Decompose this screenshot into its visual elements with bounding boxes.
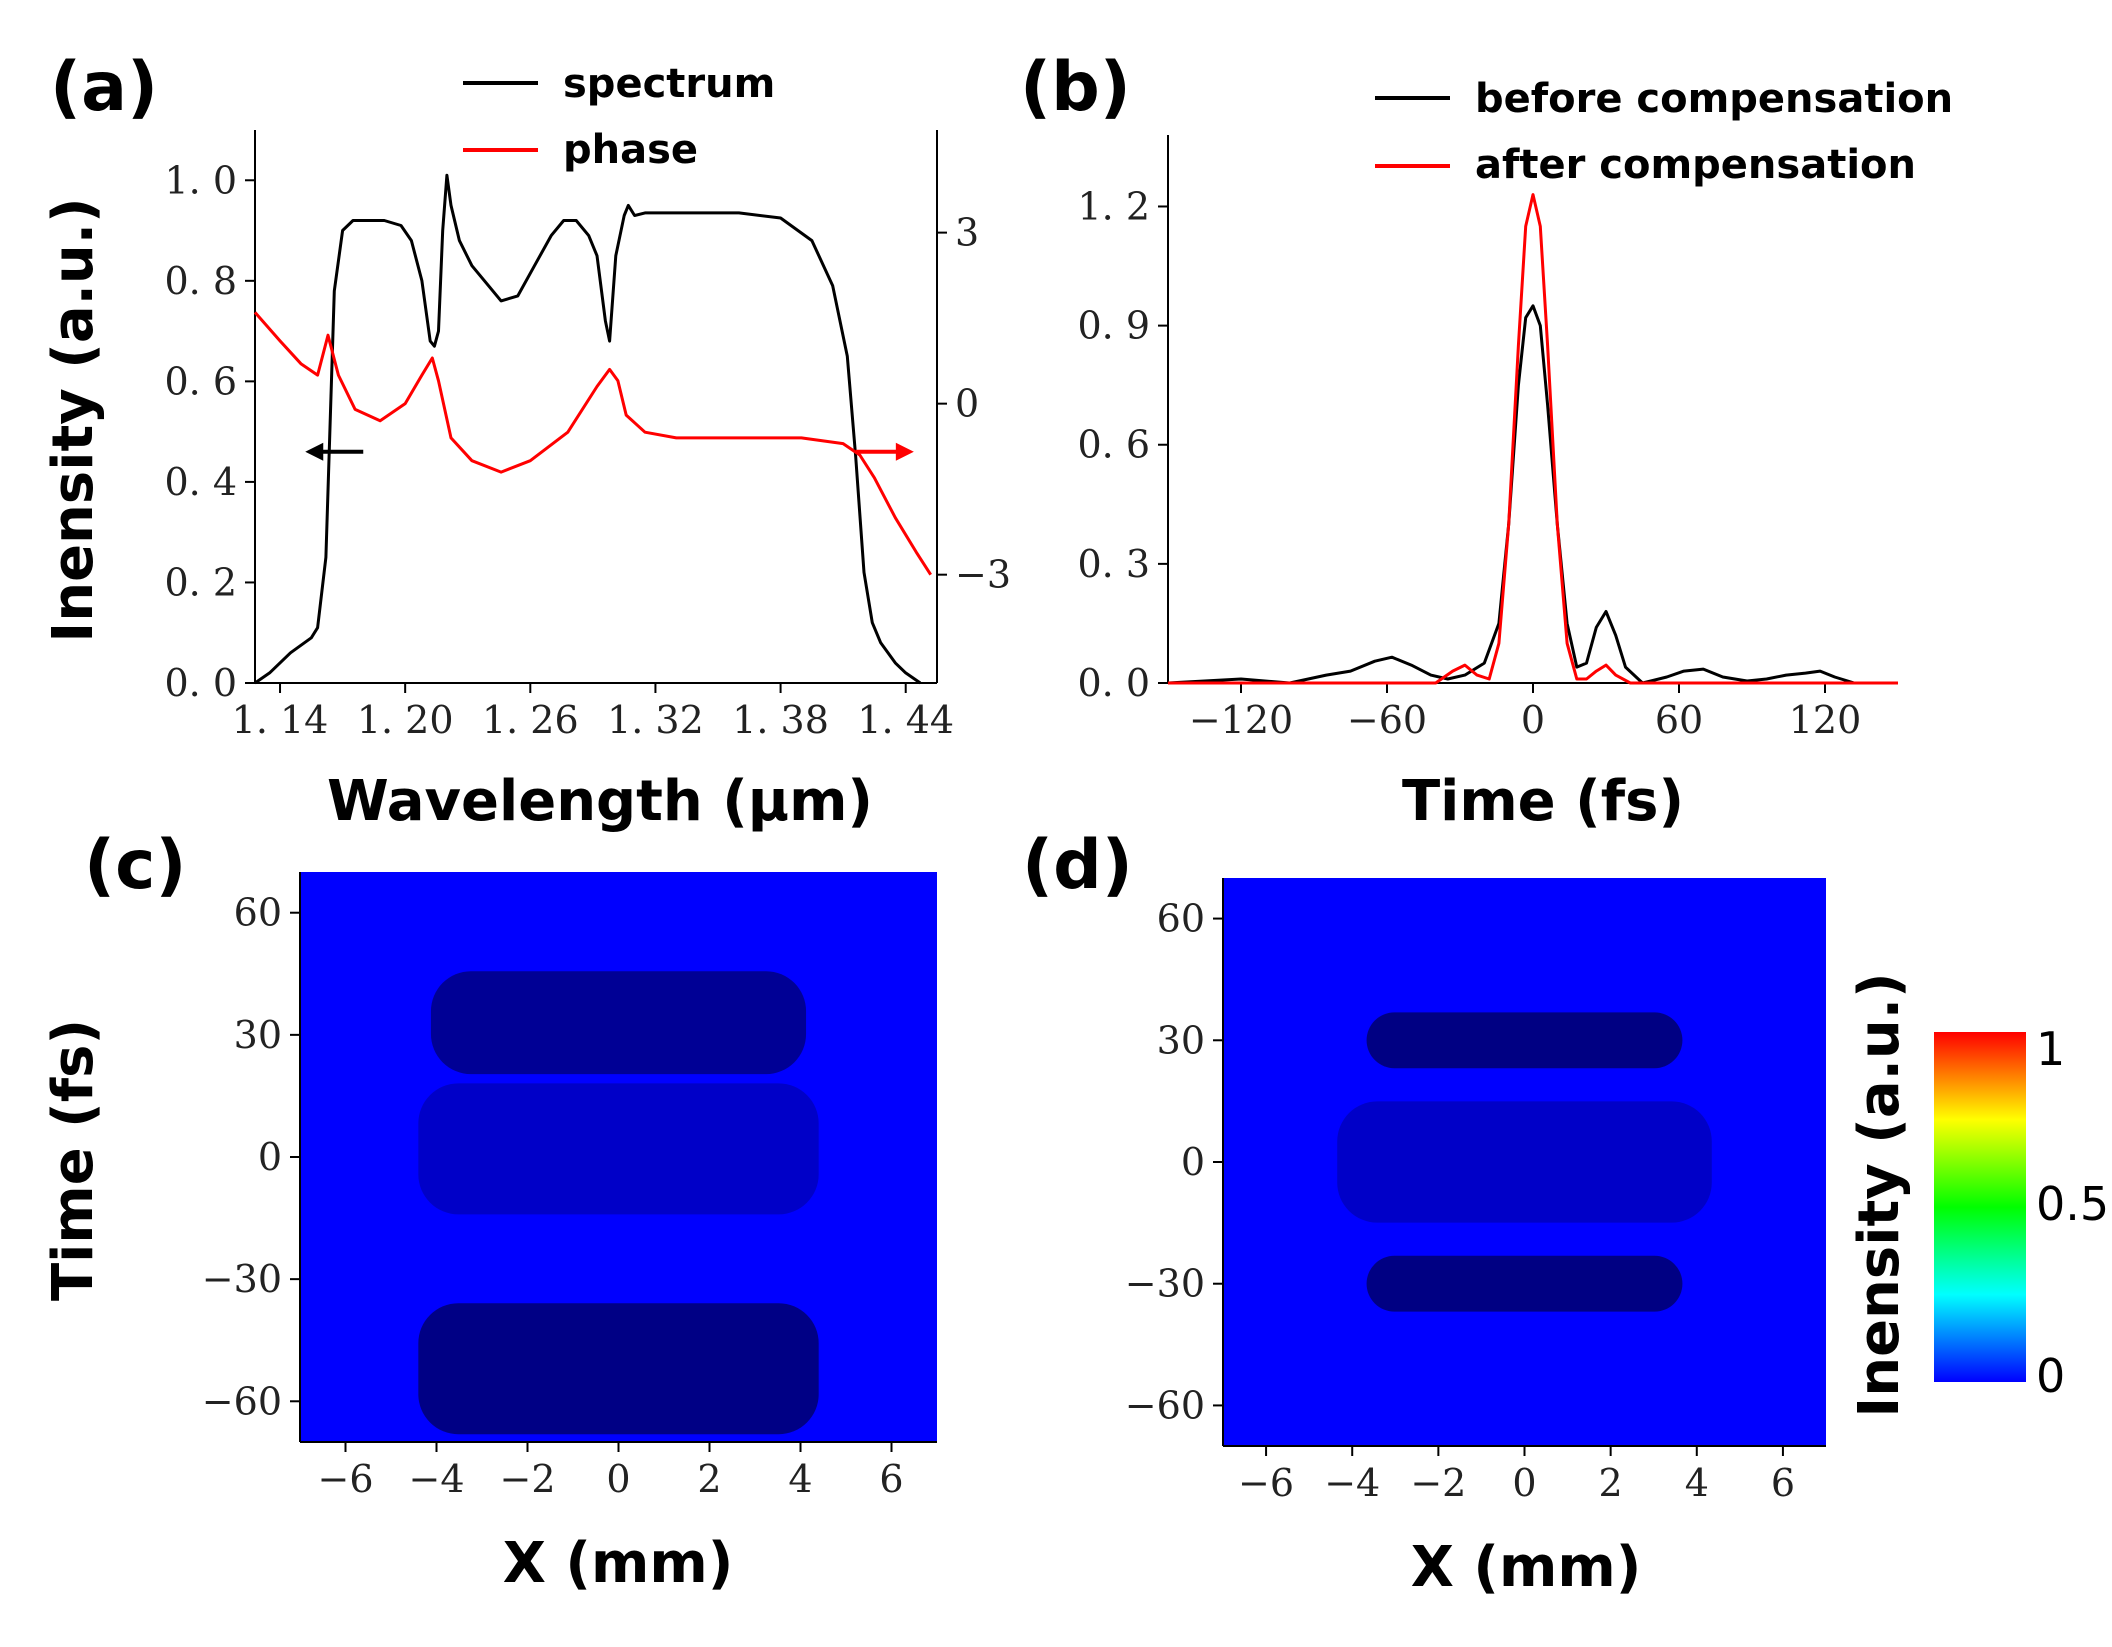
legend-label-phase: phase bbox=[563, 127, 698, 173]
x-tick-label: −2 bbox=[499, 1457, 555, 1501]
x-tick-label: −6 bbox=[1238, 1461, 1294, 1505]
panel-c-ticks: −6 −4 −2 0 2 4 6 60 30 0 −30 −60 bbox=[202, 891, 904, 1501]
y2-tick-label: 0 bbox=[955, 382, 979, 426]
panel-b-x-title: Time (fs) bbox=[1402, 769, 1684, 834]
y-tick-label: 0. 4 bbox=[164, 460, 237, 504]
x-tick-label: 2 bbox=[1599, 1461, 1623, 1505]
series-phase bbox=[253, 311, 932, 576]
y2-tick-label: 3 bbox=[955, 211, 979, 255]
y-tick-label: 0. 6 bbox=[1077, 423, 1150, 467]
panel-b-series bbox=[1167, 193, 1898, 685]
panel-a: (a) 1. 14 1. 20 1. 26 1. 32 1. 38 1. 44 0. 0 0.… bbox=[41, 48, 1011, 834]
heatmap-level bbox=[1366, 1255, 1683, 1312]
panel-d-ticks: −6 −4 −2 0 2 4 6 60 30 0 −30 −60 bbox=[1125, 897, 1795, 1505]
panel-a-legend: spectrum phase bbox=[463, 61, 775, 173]
x-tick-label: 6 bbox=[879, 1457, 903, 1501]
x-tick-label: −120 bbox=[1189, 698, 1293, 742]
x-tick-label: 1. 14 bbox=[232, 698, 329, 742]
y2-tick-label: −3 bbox=[955, 553, 1011, 597]
panel-d-heatmap-bands bbox=[1337, 1012, 1712, 1312]
x-tick-label: 1. 38 bbox=[732, 698, 829, 742]
colorbar: 1 0.5 0 Inensity (a.u.) bbox=[1847, 972, 2109, 1417]
panel-a-x-title: Wavelength (μm) bbox=[327, 769, 873, 834]
y-tick-label: 0. 8 bbox=[164, 259, 237, 303]
y-tick-label: −30 bbox=[1125, 1262, 1205, 1306]
colorbar-tick-0.5: 0.5 bbox=[2036, 1177, 2109, 1231]
y-tick-label: 0. 3 bbox=[1077, 542, 1150, 586]
panel-a-series bbox=[253, 173, 932, 685]
series-spectrum bbox=[254, 173, 922, 685]
heatmap-level bbox=[418, 1303, 819, 1435]
colorbar-tick-0: 0 bbox=[2036, 1349, 2065, 1403]
y-tick-label: 0. 0 bbox=[1077, 661, 1150, 705]
panel-b-label: (b) bbox=[1020, 48, 1131, 127]
y-tick-label: 30 bbox=[1157, 1018, 1205, 1062]
y-tick-label: 1. 0 bbox=[164, 158, 237, 202]
panel-b-legend: before compensation after compensation bbox=[1375, 76, 1953, 188]
colorbar-tick-1: 1 bbox=[2036, 1022, 2065, 1076]
x-tick-label: −6 bbox=[317, 1457, 373, 1501]
x-tick-label: −4 bbox=[408, 1457, 464, 1501]
axis-arrow-head bbox=[305, 442, 324, 461]
x-tick-label: 4 bbox=[788, 1457, 812, 1501]
y-tick-label: 30 bbox=[234, 1013, 282, 1057]
x-tick-label: −60 bbox=[1347, 698, 1427, 742]
legend-label-spectrum: spectrum bbox=[563, 61, 775, 107]
panel-a-label: (a) bbox=[50, 48, 158, 127]
y-tick-label: 0. 9 bbox=[1077, 304, 1150, 348]
y-tick-label: 1. 2 bbox=[1077, 184, 1150, 228]
heatmap-level bbox=[418, 1083, 819, 1215]
x-tick-label: 60 bbox=[1655, 698, 1703, 742]
x-tick-label: 2 bbox=[697, 1457, 721, 1501]
heatmap-level bbox=[1366, 1012, 1683, 1069]
panel-c-heatmap-bands bbox=[418, 971, 819, 1435]
panel-d-x-title: X (mm) bbox=[1411, 1535, 1642, 1600]
series-after-compensation bbox=[1168, 193, 1898, 685]
x-tick-label: −2 bbox=[1410, 1461, 1466, 1505]
panel-c-label: (c) bbox=[84, 826, 186, 905]
y-tick-label: 0. 6 bbox=[164, 359, 237, 403]
panel-a-ticks: 1. 14 1. 20 1. 26 1. 32 1. 38 1. 44 0. 0 0. 2 0.… bbox=[164, 158, 1011, 742]
panel-d: (d) −6 −4 −2 0 2 4 6 60 30 0 −30 −60 X (mm) bbox=[1022, 826, 1826, 1600]
y-tick-label: 0 bbox=[1181, 1140, 1205, 1184]
y-tick-label: 0. 0 bbox=[164, 661, 237, 705]
x-tick-label: 0 bbox=[1512, 1461, 1536, 1505]
colorbar-bar bbox=[1934, 1032, 2026, 1382]
legend-label-after: after compensation bbox=[1475, 142, 1916, 188]
y-tick-label: −30 bbox=[202, 1257, 282, 1301]
panel-b-ticks: −120 −60 0 60 120 0. 0 0. 3 0. 6 0. 9 1. 2 bbox=[1077, 184, 1861, 742]
panel-c-x-title: X (mm) bbox=[503, 1531, 734, 1596]
x-tick-label: 6 bbox=[1771, 1461, 1795, 1505]
x-tick-label: 1. 26 bbox=[482, 698, 579, 742]
x-tick-label: 4 bbox=[1685, 1461, 1709, 1505]
y-tick-label: 0. 2 bbox=[164, 560, 237, 604]
heatmap-level bbox=[430, 971, 807, 1075]
axis-arrow-head bbox=[895, 442, 914, 461]
colorbar-title: Inensity (a.u.) bbox=[1847, 972, 1912, 1417]
x-tick-label: 1. 20 bbox=[357, 698, 454, 742]
x-tick-label: −4 bbox=[1324, 1461, 1380, 1505]
y-tick-label: 0 bbox=[258, 1135, 282, 1179]
panel-c-y-title: Time (fs) bbox=[41, 1019, 106, 1301]
heatmap-level bbox=[1337, 1101, 1712, 1223]
panel-a-arrows bbox=[305, 442, 914, 461]
x-tick-label: 1. 32 bbox=[607, 698, 704, 742]
y-tick-label: 60 bbox=[234, 891, 282, 935]
panel-d-label: (d) bbox=[1022, 826, 1133, 905]
y-tick-label: 60 bbox=[1157, 897, 1205, 941]
y-tick-label: −60 bbox=[1125, 1383, 1205, 1427]
y-tick-label: −60 bbox=[202, 1379, 282, 1423]
panel-b: (b) −120 −60 0 60 120 0. 0 0. 3 0. 6 0. 9 1. 2 Ti… bbox=[1020, 48, 1953, 834]
x-tick-label: 0 bbox=[1521, 698, 1545, 742]
series-before-compensation bbox=[1167, 304, 1898, 685]
x-tick-label: 1. 44 bbox=[857, 698, 954, 742]
panel-c: (c) −6 −4 −2 0 2 4 6 60 30 0 −30 −60 X (mm) Time (f… bbox=[41, 826, 937, 1596]
x-tick-label: 120 bbox=[1789, 698, 1862, 742]
panel-a-y-title: Inensity (a.u.) bbox=[41, 197, 106, 642]
x-tick-label: 0 bbox=[606, 1457, 630, 1501]
legend-label-before: before compensation bbox=[1475, 76, 1953, 122]
